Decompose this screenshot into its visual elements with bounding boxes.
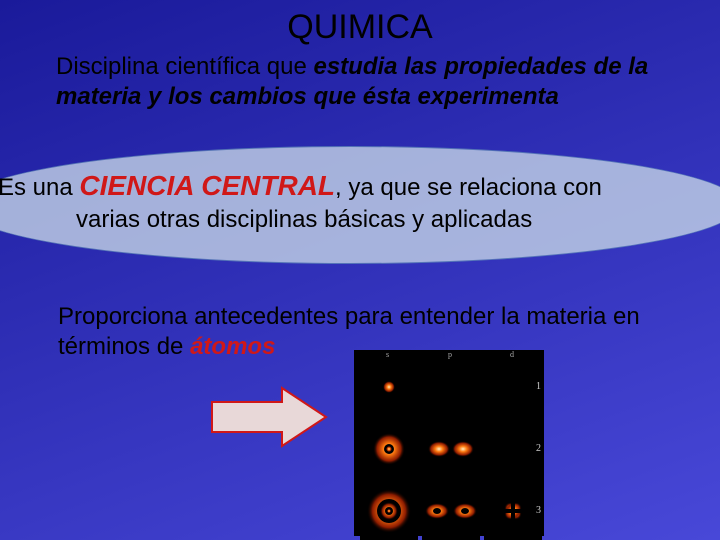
orbital-row-label: 1 [536,381,541,392]
right-arrow-icon [210,386,328,448]
orbital-cell [422,482,480,540]
orbital-col-label: s [386,350,389,359]
ciencia-central-text: Es una CIENCIA CENTRAL, ya que se relaci… [0,168,720,236]
orbital-cell [360,482,418,540]
orbital-cell [360,420,418,478]
orbital-cell [484,420,542,478]
ciencia-central-emph: CIENCIA CENTRAL [79,170,335,201]
para1-lead: Disciplina científica que [56,53,313,80]
definition-paragraph: Disciplina científica que estudia las pr… [56,52,686,112]
orbital-cell [360,358,418,416]
slide-title: QUIMICA [0,8,720,47]
orbital-cell [484,482,542,540]
ellipse-line2: varias otras disciplinas básicas y aplic… [0,204,720,235]
orbital-col-label: p [448,350,452,359]
atomos-word: átomos [190,333,275,360]
orbital-row-label: 3 [536,505,541,516]
para3-pre: Proporciona antecedentes para entender l… [58,303,640,360]
orbital-col-label: d [510,350,514,359]
orbital-row-label: 2 [536,443,541,454]
atomic-orbitals-image: s p d 1 2 3 [354,350,544,536]
ellipse-pre: Es una [0,174,79,201]
orbital-cell [422,420,480,478]
ellipse-mid: , ya que se relaciona con [335,174,602,201]
orbital-cell [422,358,480,416]
orbital-cell [484,358,542,416]
